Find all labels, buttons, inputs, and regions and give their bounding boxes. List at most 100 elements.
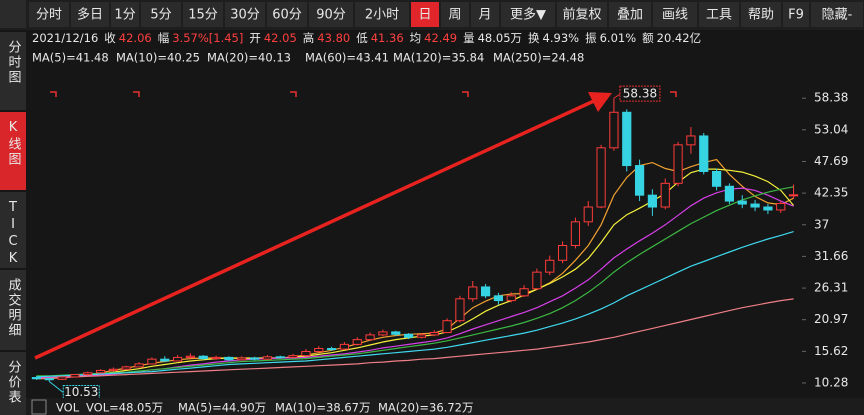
trend-arrow xyxy=(34,92,612,360)
quote-row: 2021/12/16 收 42.06 幅 3.57%[1.45] 开 42.05 高 43.80… xyxy=(32,31,701,45)
candle-body xyxy=(70,374,80,378)
side-tab-label[interactable]: 成交明细 xyxy=(6,278,22,338)
toolbar-button[interactable] xyxy=(225,2,265,27)
side-tab-label[interactable]: K线图 xyxy=(6,120,22,167)
quote-label: 低 xyxy=(356,31,368,45)
toolbar-label[interactable]: 分时 xyxy=(36,8,62,23)
side-tab-label[interactable]: 分时图 xyxy=(6,40,22,85)
toolbar-label[interactable]: 更多▼ xyxy=(510,7,546,23)
toolbar-button[interactable] xyxy=(471,2,499,27)
legend-entry: MA(250)=24.48 xyxy=(493,51,584,65)
toolbar-button[interactable] xyxy=(501,2,555,27)
toolbar-label[interactable]: 前复权 xyxy=(562,7,601,23)
y-tick-label: 15.62 xyxy=(814,344,848,358)
help-button[interactable] xyxy=(31,399,47,415)
side-tab[interactable] xyxy=(0,352,26,415)
side-tab[interactable] xyxy=(0,32,26,110)
toolbar-label[interactable]: 15分 xyxy=(188,8,218,23)
candle-body xyxy=(570,221,581,246)
candle-body xyxy=(198,355,208,360)
y-tick-label: 58.38 xyxy=(814,91,848,105)
candle-body xyxy=(673,144,683,184)
period-marks xyxy=(50,91,677,97)
toolbar-label[interactable]: 工具 xyxy=(706,8,732,23)
toolbar-button[interactable] xyxy=(609,2,651,27)
legend-entry: MA(60)=43.41 xyxy=(305,51,389,65)
quote-value: 42.05 xyxy=(264,31,297,45)
toolbar-button[interactable] xyxy=(557,2,607,27)
candle-body xyxy=(339,343,350,350)
candle-body xyxy=(532,271,542,290)
candle-body xyxy=(44,378,54,381)
candle-body xyxy=(583,206,593,223)
candle-body xyxy=(249,357,260,360)
toolbar-label[interactable]: 90分 xyxy=(316,8,346,23)
vol-stat: MA(20)=36.72万 xyxy=(378,401,473,415)
candle-body xyxy=(660,182,670,208)
toolbar-label[interactable]: 画线 xyxy=(662,8,688,23)
side-tab[interactable] xyxy=(0,112,26,190)
toolbar-button[interactable] xyxy=(441,2,469,27)
candle-body xyxy=(314,348,324,352)
candle-body xyxy=(429,332,439,336)
candle-body xyxy=(647,194,658,208)
toolbar-label[interactable]: 2小时 xyxy=(365,8,399,23)
y-tick-label: 26.31 xyxy=(814,281,848,295)
side-tab[interactable] xyxy=(0,270,26,350)
legend-entry: MA(120)=35.84 xyxy=(393,51,484,65)
y-tick-label: 31.66 xyxy=(814,249,848,263)
toolbar-label[interactable]: 月 xyxy=(478,8,491,23)
toolbar-label[interactable]: 帮助 xyxy=(748,8,774,23)
toolbar-button[interactable] xyxy=(267,2,307,27)
side-tab-label[interactable]: 分价表 xyxy=(6,360,22,405)
toolbar-button[interactable] xyxy=(699,2,739,27)
candle-body xyxy=(211,356,221,360)
candle-body xyxy=(493,295,504,302)
toolbar-button[interactable] xyxy=(783,2,809,27)
candle-body xyxy=(737,200,747,205)
candle-body xyxy=(455,298,465,322)
side-tab-label[interactable]: TICK xyxy=(6,200,21,268)
toolbar-label[interactable]: 叠加 xyxy=(617,8,643,23)
toolbar-label[interactable]: 日 xyxy=(418,8,431,23)
candle-body xyxy=(750,203,760,208)
quote-value: 42.49 xyxy=(424,31,457,45)
toolbar-label[interactable]: 隐藏- xyxy=(822,8,853,23)
candle-body xyxy=(480,286,491,297)
quote-label: 高 xyxy=(303,31,315,45)
toolbar-button[interactable] xyxy=(71,2,109,27)
toolbar-label[interactable]: 60分 xyxy=(272,8,302,23)
toolbar-button[interactable] xyxy=(309,2,353,27)
side-tab[interactable] xyxy=(0,192,26,268)
candle-body xyxy=(275,356,285,359)
toolbar-button[interactable] xyxy=(111,2,139,27)
toolbar-button[interactable] xyxy=(29,2,69,27)
toolbar-button[interactable] xyxy=(141,2,181,27)
legend-entry: MA(5)=41.48 xyxy=(32,51,109,65)
candle-body xyxy=(391,331,401,335)
toolbar-label[interactable]: 多日 xyxy=(77,7,103,23)
toolbar-button[interactable] xyxy=(183,2,223,27)
toolbar-label[interactable]: F9 xyxy=(788,8,804,23)
toolbar-button[interactable] xyxy=(811,2,863,27)
quote-value: 6.01% xyxy=(600,31,637,45)
candle-body xyxy=(519,288,529,297)
candle-body xyxy=(326,348,337,351)
candle-body xyxy=(686,135,696,146)
toolbar-label[interactable]: 5分 xyxy=(150,8,171,23)
candle-body xyxy=(468,286,478,300)
candle-body xyxy=(506,295,516,302)
toolbar-button[interactable] xyxy=(741,2,781,27)
toolbar-label[interactable]: 1分 xyxy=(114,8,135,23)
toolbar-button[interactable] xyxy=(653,2,697,27)
high-box xyxy=(619,85,661,102)
toolbar-label[interactable]: 30分 xyxy=(230,8,260,23)
toolbar-button[interactable] xyxy=(355,2,409,27)
candle-body xyxy=(416,334,427,338)
candle-body xyxy=(596,147,606,208)
toolbar-button[interactable] xyxy=(411,2,439,27)
toolbar-label[interactable]: 周 xyxy=(448,8,461,23)
quote-label: 均 xyxy=(410,31,422,45)
